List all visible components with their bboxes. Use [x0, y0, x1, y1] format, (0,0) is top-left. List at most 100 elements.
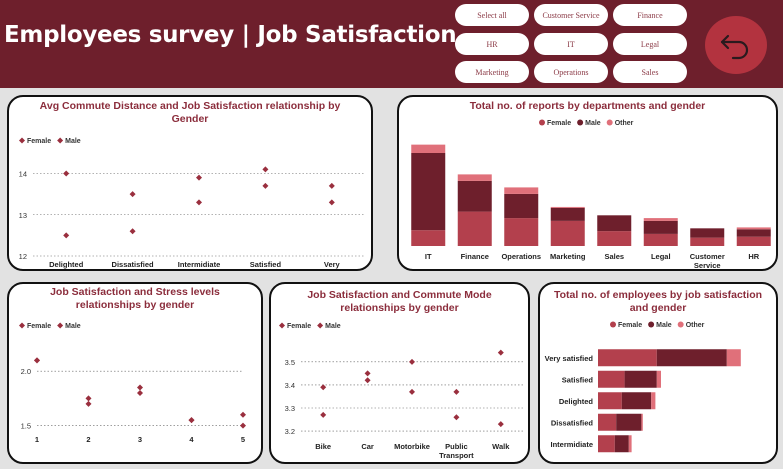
reports-bar-other: [504, 187, 539, 194]
commute-legend-marker: [57, 137, 64, 144]
stress-point-male: [188, 417, 195, 424]
employees-legend-label: Other: [686, 322, 705, 329]
reports-bar-male: [457, 180, 492, 212]
commute-x-tick-label: Delighted: [49, 260, 84, 269]
mode-x-tick-label: Car: [361, 442, 374, 451]
reports-legend-label: Female: [547, 120, 571, 127]
employees-bar-male: [616, 413, 642, 431]
stress-point-female: [85, 400, 92, 407]
stress-x-tick-label: 5: [241, 435, 245, 444]
chart-title-reports-department: Total no. of reports by departments and …: [469, 100, 706, 112]
employees-bar-other: [726, 349, 741, 367]
commute-point-female: [63, 170, 70, 177]
mode-y-tick-label: 3.2: [285, 427, 295, 436]
employees-bar-female: [598, 413, 617, 431]
employees-legend-label: Female: [618, 322, 642, 329]
commute-point-female: [328, 182, 335, 189]
stress-legend-label: Male: [65, 323, 81, 330]
commute-point-male: [63, 232, 70, 239]
slicer-hr[interactable]: HR: [455, 33, 529, 55]
reports-legend-label: Other: [615, 120, 634, 127]
slicer-legal[interactable]: Legal: [613, 33, 687, 55]
commute-point-female: [196, 199, 202, 206]
undo-arrow-icon: [720, 34, 749, 60]
employees-bar-other: [641, 413, 643, 431]
mode-legend-label: Male: [325, 323, 341, 330]
slicer-customer-service[interactable]: Customer Service: [534, 4, 608, 26]
chart-title-employees-satisfaction: Total no. of employees by job satisfacti…: [553, 289, 763, 314]
slicer-finance[interactable]: Finance: [613, 4, 687, 26]
reports-bar-female: [736, 236, 771, 246]
card-stress-levels: Job Satisfaction and Stress levels relat…: [7, 282, 263, 464]
stress-point-female: [137, 389, 143, 396]
reports-bar-other: [550, 206, 585, 208]
mode-point-female: [364, 370, 371, 377]
employees-bar-female: [598, 349, 657, 367]
chart-title-commute-distance: Avg Commute Distance and Job Satisfactio…: [39, 100, 341, 125]
employees-legend-marker: [677, 321, 684, 328]
reports-legend-marker: [539, 119, 545, 126]
reports-bar-male: [504, 193, 539, 219]
reports-x-tick-label: Operations: [501, 252, 541, 261]
slicer-select-all[interactable]: Select all: [455, 4, 529, 26]
reports-legend-label: Male: [585, 120, 601, 127]
reports-bar-female: [550, 220, 585, 246]
reports-bar-other: [736, 227, 771, 230]
reports-bar-female: [504, 218, 539, 246]
reports-x-tick-label: HR: [748, 252, 759, 261]
card-commute-distance: Avg Commute Distance and Job Satisfactio…: [7, 95, 373, 271]
employees-bar-male: [621, 392, 652, 410]
slicer-sales[interactable]: Sales: [613, 61, 687, 83]
employees-bar-other: [656, 370, 661, 388]
stress-x-tick-label: 2: [86, 435, 90, 444]
stress-point-male: [34, 357, 40, 364]
mode-y-tick-label: 3.5: [285, 358, 295, 367]
stress-x-tick-label: 3: [138, 435, 142, 444]
commute-legend-marker: [19, 137, 25, 144]
employees-y-tick-label: Dissatisfied: [551, 418, 594, 427]
mode-legend-marker: [317, 322, 324, 329]
reports-bar-female: [597, 231, 632, 246]
back-button[interactable]: [705, 16, 767, 74]
stress-point-male: [85, 395, 92, 402]
mode-point-male: [409, 358, 415, 365]
reports-bar-other: [457, 174, 492, 181]
employees-y-tick-label: Intermidiate: [550, 440, 593, 449]
employees-bar-male: [656, 349, 727, 367]
mode-x-tick-label: Bike: [315, 442, 331, 451]
employees-bar-female: [598, 392, 622, 410]
slicer-marketing[interactable]: Marketing: [455, 61, 529, 83]
reports-bar-female: [457, 211, 492, 246]
mode-point-male: [453, 388, 460, 395]
commute-y-tick-label: 13: [19, 211, 27, 220]
slicer-operations[interactable]: Operations: [534, 61, 608, 83]
mode-legend-marker: [279, 322, 285, 329]
stress-point-female: [240, 422, 246, 429]
stress-legend-marker: [57, 322, 64, 329]
mode-x-tick-label: Transport: [439, 451, 474, 460]
mode-point-male: [320, 411, 327, 418]
reports-x-tick-label: Legal: [651, 252, 671, 261]
reports-bar-male: [597, 215, 632, 232]
chart-commute-mode: 3.2 3.3 3.4 3.5 Bike Car Motorbike PublicTransp…: [279, 322, 523, 460]
stress-point-male: [137, 384, 143, 391]
chart-employees-satisfaction: Very satisfied Satisfied Delighted Dissatis…: [545, 321, 741, 453]
commute-x-tick-label: Dissatisfied: [112, 260, 155, 269]
reports-bar-male: [550, 207, 585, 221]
reports-bar-male: [411, 153, 446, 231]
commute-point-female: [129, 191, 136, 198]
chart-commute-distance: 12 13 14 Delighted Dissatisfied Intermidiate S…: [19, 137, 365, 269]
reports-bar-female: [690, 237, 725, 246]
mode-x-tick-label: Public: [445, 442, 468, 451]
employees-bar-female: [598, 435, 615, 453]
stress-point-male: [240, 411, 246, 418]
mode-point-male: [364, 377, 371, 384]
commute-point-male: [328, 199, 335, 206]
slicer-it[interactable]: IT: [534, 33, 608, 55]
page-title: Employees survey | Job Satisfaction: [4, 22, 457, 48]
stress-legend-label: Female: [27, 323, 51, 330]
chart-reports-department: IT Finance Operations Marketing Sales Legal Cu…: [411, 119, 771, 269]
mode-point-female: [497, 349, 504, 356]
reports-bar-other: [643, 218, 678, 221]
mode-x-tick-label: Walk: [492, 442, 510, 451]
